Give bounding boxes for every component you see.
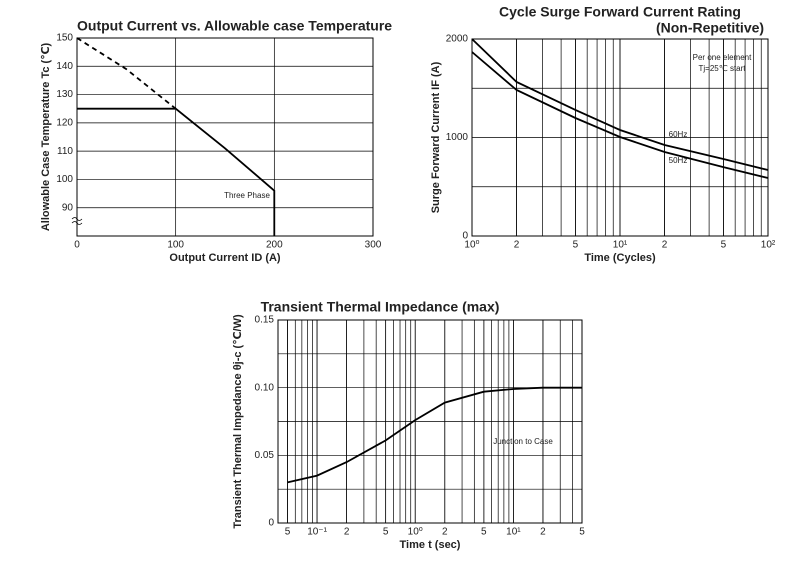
- annotation: Tj=25℃ start: [699, 64, 747, 73]
- y-tick-label: 0: [268, 518, 274, 529]
- x-tick-label: 5: [481, 527, 487, 538]
- y-tick-label: 100: [56, 174, 73, 185]
- x-tick-label: 300: [365, 240, 382, 251]
- x-tick-label: 5: [285, 527, 291, 538]
- x-tick-label: 10⁻¹: [307, 527, 327, 538]
- y-tick-label: 0: [462, 231, 468, 242]
- x-tick-label: 100: [167, 240, 184, 251]
- series-line: [77, 107, 276, 236]
- y-tick-label: 130: [56, 89, 73, 100]
- y-tick-label: 120: [56, 117, 73, 128]
- x-tick-label: 2: [514, 240, 520, 251]
- y-tick-label: 140: [56, 61, 73, 72]
- x-tick-label: 5: [721, 240, 727, 251]
- y-tick-label: 0.10: [255, 382, 275, 393]
- y-tick-label: 2000: [446, 34, 469, 45]
- x-tick-label: 0: [74, 240, 80, 251]
- chart-title: Output Current vs. Allowable case Temper…: [77, 18, 392, 34]
- x-axis-label: Time (Cycles): [584, 252, 656, 264]
- series-line: [76, 37, 177, 110]
- x-tick-label: 200: [266, 240, 283, 251]
- x-tick-label: 10⁰: [464, 240, 479, 251]
- plot-frame: [76, 37, 374, 237]
- x-tick-label: 2: [442, 527, 448, 538]
- series-line: [471, 38, 769, 171]
- x-tick-label: 5: [579, 527, 585, 538]
- y-tick-label: 150: [56, 33, 73, 44]
- y-tick-label: 90: [62, 202, 74, 213]
- chart-title: Cycle Surge Forward Current Rating: [499, 4, 741, 20]
- x-axis-label: Output Current ID (A): [169, 252, 281, 264]
- x-tick-label: 2: [540, 527, 546, 538]
- x-tick-label: 2: [662, 240, 668, 251]
- annotation: Junction to Case: [493, 437, 553, 446]
- series-line: [287, 386, 582, 484]
- y-tick-label: 0.05: [255, 450, 275, 461]
- series-label: 50Hz: [669, 156, 688, 165]
- plot-frame: [471, 38, 769, 237]
- x-tick-label: 5: [573, 240, 579, 251]
- x-tick-label: 10²: [761, 240, 776, 251]
- x-axis-label: Time t (sec): [400, 539, 461, 551]
- chart-subtitle: (Non-Repetitive): [656, 20, 764, 36]
- x-tick-label: 2: [344, 527, 350, 538]
- series-label: Three Phase: [224, 191, 270, 200]
- x-tick-label: 5: [383, 527, 389, 538]
- annotation: Per one element: [693, 53, 752, 62]
- series-label: 60Hz: [669, 130, 688, 139]
- series-line: [471, 51, 769, 179]
- y-tick-label: 110: [57, 146, 73, 157]
- y-tick-label: 1000: [446, 132, 469, 143]
- chart-title: Transient Thermal Impedance (max): [261, 299, 500, 315]
- y-axis-label: Surge Forward Current IF (A): [430, 61, 442, 213]
- y-axis-label: Allowable Case Temperature Tc (℃): [40, 42, 52, 231]
- plot-frame: [277, 319, 583, 524]
- y-tick-label: 0.15: [255, 315, 275, 326]
- x-tick-label: 10⁰: [408, 527, 423, 538]
- y-axis-label: Transient Thermal Impedance θj-c (℃/W): [232, 314, 244, 529]
- x-tick-label: 10¹: [506, 527, 521, 538]
- x-tick-label: 10¹: [613, 240, 628, 251]
